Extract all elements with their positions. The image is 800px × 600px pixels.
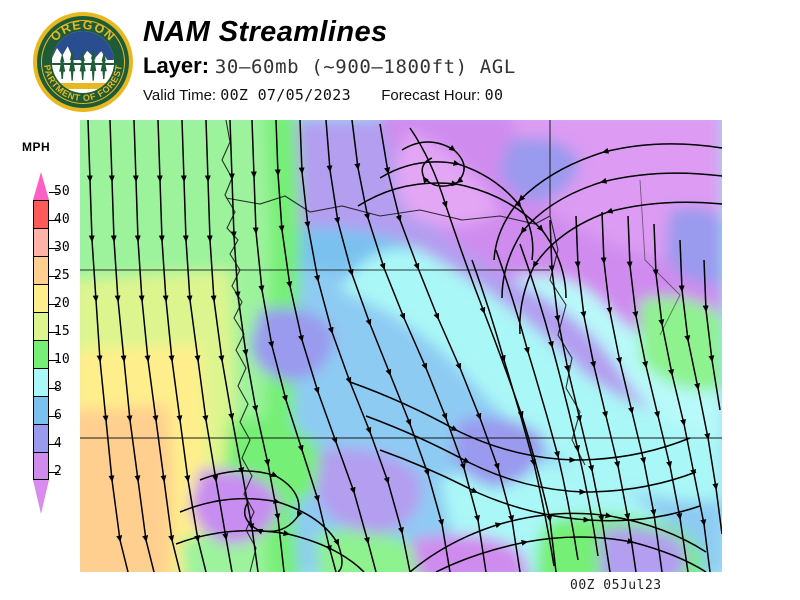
colorbar-tick-label: 10 xyxy=(54,352,70,367)
colorbar-band-25-30 xyxy=(33,256,49,284)
colorbar-tick-30: 30 xyxy=(49,240,75,257)
colorbar-tick-label: 50 xyxy=(54,184,70,199)
colorbar-band-8-10 xyxy=(33,368,49,396)
colorbar-tick-label: 8 xyxy=(54,380,62,395)
colorbar-tick-4: 4 xyxy=(49,436,75,453)
colorbar-tick-50: 50 xyxy=(49,184,75,201)
colorbar-band-40-50 xyxy=(33,200,49,228)
colorbar-tick-label: 40 xyxy=(54,212,70,227)
colorbar-band-15-20 xyxy=(33,312,49,340)
nam-streamline-map[interactable] xyxy=(80,120,722,572)
logo-gold-band xyxy=(52,83,114,90)
colorbar-under-arrow xyxy=(33,480,49,514)
header-block: NAM Streamlines Layer: 30–60mb (~900–180… xyxy=(143,16,516,105)
map-canvas xyxy=(80,120,722,572)
colorbar-band-30-40 xyxy=(33,228,49,256)
colorbar-tick-label: 15 xyxy=(54,324,70,339)
colorbar-over-arrow xyxy=(33,172,49,200)
layer-value: 30–60mb (~900–1800ft) AGL xyxy=(214,56,516,78)
colorbar-tick-label: 20 xyxy=(54,296,70,311)
colorbar-tick-6: 6 xyxy=(49,408,75,425)
colorbar-tick-2: 2 xyxy=(49,464,75,481)
logo-scene xyxy=(52,31,114,93)
colorbar-band-6-8 xyxy=(33,396,49,424)
streamlines xyxy=(86,120,722,572)
colorbar-band-20-25 xyxy=(33,284,49,312)
odf-logo: OREGON DEPARTMENT OF FORESTRY xyxy=(33,12,133,112)
logo-seal-text: OREGON DEPARTMENT OF FORESTRY xyxy=(33,12,123,103)
colorbar-tick-label: 4 xyxy=(54,436,62,451)
colorbar-tick-label: 6 xyxy=(54,408,62,423)
colorbar-tick-10: 10 xyxy=(49,352,75,369)
colorbar-tick-label: 25 xyxy=(54,268,70,283)
logo-tree-icon xyxy=(79,51,86,80)
colorbar-title: MPH xyxy=(22,140,51,154)
colorbar-band-10-15 xyxy=(33,340,49,368)
layer-line: Layer: 30–60mb (~900–1800ft) AGL xyxy=(143,55,516,77)
colorbar-tick-20: 20 xyxy=(49,296,75,313)
colorbar-tick-label: 30 xyxy=(54,240,70,255)
logo-tree-icon xyxy=(59,53,66,80)
logo-tree-icon xyxy=(90,48,97,81)
logo-tree-icon xyxy=(69,49,76,81)
forecast-hour-label: Forecast Hour: xyxy=(381,87,481,104)
valid-time-label: Valid Time: xyxy=(143,87,217,104)
logo-tree-icon xyxy=(100,52,107,80)
colorbar-tick-15: 15 xyxy=(49,324,75,341)
colorbar-band-4-6 xyxy=(33,424,49,452)
map-timestamp: 00Z 05Jul23 xyxy=(570,578,662,593)
colorbar-tick-label: 2 xyxy=(54,464,62,479)
page-title: NAM Streamlines xyxy=(143,16,388,48)
forecast-hour-value: 00 xyxy=(484,86,504,104)
valid-time-value: 00Z 07/05/2023 xyxy=(220,86,351,104)
layer-label: Layer: xyxy=(143,53,210,78)
time-line: Valid Time: 00Z 07/05/2023 Forecast Hour… xyxy=(143,86,516,104)
logo-top-text: OREGON xyxy=(48,18,117,44)
svg-text:OREGON: OREGON xyxy=(48,18,118,44)
colorbar-segments xyxy=(33,200,49,480)
colorbar-tick-25: 25 xyxy=(49,268,75,285)
colorbar-tick-40: 40 xyxy=(49,212,75,229)
colorbar-tick-8: 8 xyxy=(49,380,75,397)
colorbar-strip xyxy=(33,172,49,514)
wind-speed-colorbar: MPH 50 40 30 25 20 15 10 8 6 4 2 xyxy=(16,140,78,520)
colorbar-band-2-4 xyxy=(33,452,49,480)
